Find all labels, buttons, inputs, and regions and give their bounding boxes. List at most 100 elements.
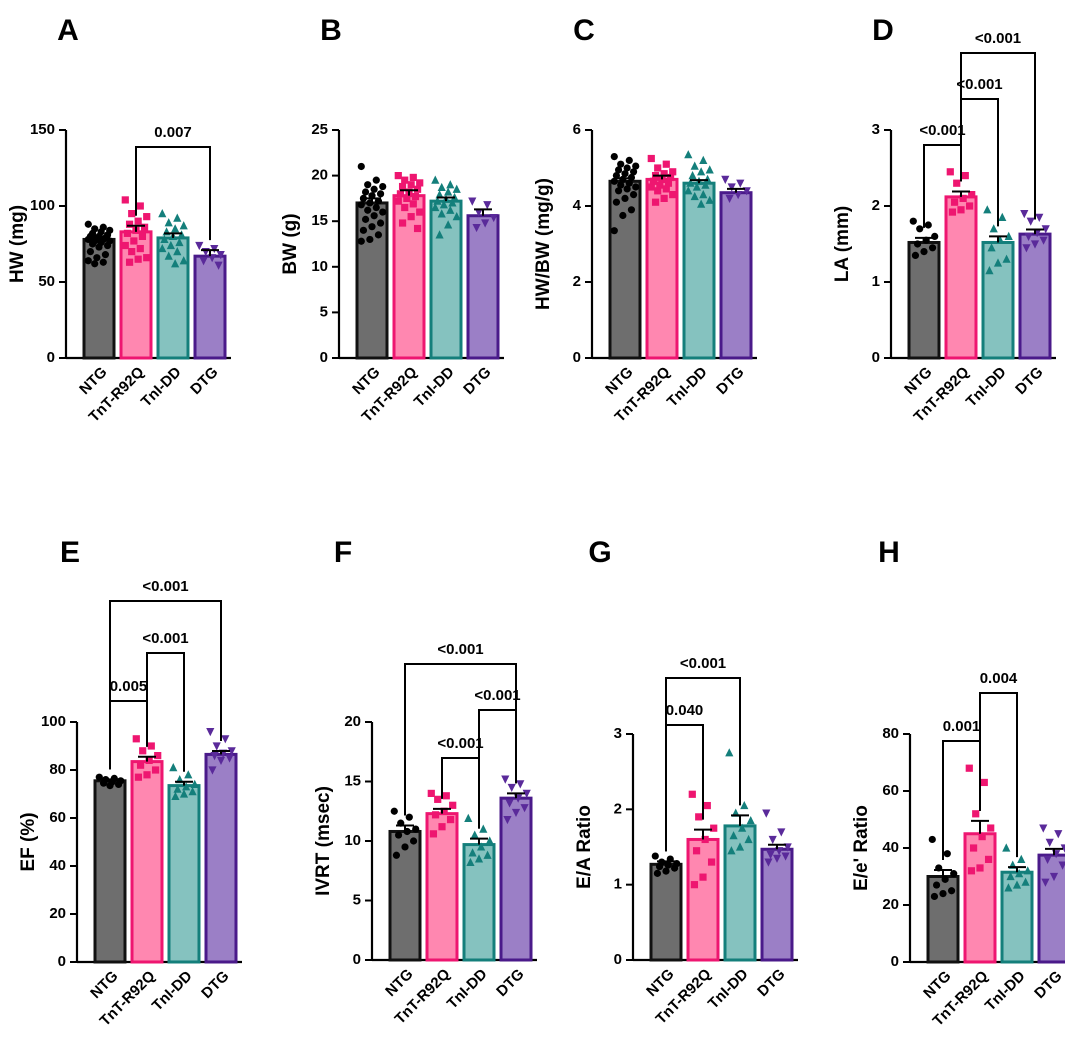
data-point-tni-dd	[740, 800, 749, 810]
y-tick-label: 6	[573, 121, 581, 138]
y-tick-label: 25	[311, 121, 328, 138]
panel-letter: E	[60, 536, 80, 569]
data-point-tni-dd	[171, 791, 180, 800]
data-point-tni-dd	[1012, 880, 1022, 889]
data-point-tnt-r92q	[440, 807, 448, 815]
bar-tnt-r92q	[686, 837, 720, 962]
bar-tni-dd	[156, 236, 190, 360]
p-value-label: 0.007	[154, 124, 192, 141]
bar-ntg	[93, 779, 127, 964]
data-point-tnt-r92q	[649, 177, 658, 185]
data-point-ntg	[932, 881, 941, 889]
y-tick-label: 100	[30, 197, 55, 214]
bar-dtg	[1018, 232, 1052, 360]
data-point-dtg	[764, 858, 773, 867]
significance-bracket	[109, 600, 222, 770]
y-tick-label: 15	[311, 212, 328, 229]
data-point-tnt-r92q	[656, 181, 664, 189]
data-point-ntg	[928, 244, 937, 252]
data-point-tni-dd	[1002, 843, 1011, 852]
data-point-dtg	[1020, 210, 1029, 219]
data-point-dtg	[781, 852, 790, 861]
data-point-tni-dd	[1023, 866, 1032, 875]
p-value-label: 0.005	[110, 678, 148, 695]
data-point-tnt-r92q	[699, 873, 707, 881]
data-point-tnt-r92q	[660, 194, 668, 202]
data-point-tni-dd	[483, 850, 492, 859]
data-point-dtg	[772, 854, 782, 863]
category-label-dtg: DTG	[713, 364, 747, 398]
data-point-tnt-r92q	[409, 200, 417, 208]
p-value-label: <0.001	[956, 76, 1002, 93]
p-value-label: <0.001	[437, 641, 483, 658]
data-point-tnt-r92q	[151, 766, 160, 774]
data-point-ntg	[670, 864, 679, 872]
data-point-tnt-r92q	[136, 761, 145, 769]
data-point-tnt-r92q	[431, 811, 440, 819]
data-point-tnt-r92q	[965, 202, 974, 210]
data-point-ntg	[625, 156, 633, 164]
data-point-dtg	[1054, 830, 1063, 839]
data-point-ntg	[610, 177, 618, 185]
data-point-tnt-r92q	[134, 773, 143, 781]
panel-letter: D	[872, 14, 894, 47]
data-point-dtg	[736, 179, 745, 188]
data-point-ntg	[610, 153, 618, 161]
data-point-dtg	[216, 756, 226, 765]
data-point-tni-dd	[439, 200, 448, 209]
data-point-tni-dd	[1002, 254, 1011, 263]
data-point-tnt-r92q	[143, 213, 151, 221]
data-point-ntg	[610, 227, 618, 235]
data-point-tni-dd	[179, 256, 188, 265]
y-tick-label: 2	[614, 800, 622, 817]
data-point-tnt-r92q	[398, 219, 407, 227]
data-point-ntg	[88, 240, 97, 248]
p-value-label: <0.001	[474, 687, 520, 704]
data-point-tnt-r92q	[984, 855, 993, 863]
data-point-tni-dd	[158, 209, 167, 218]
data-point-dtg	[489, 213, 498, 223]
y-tick-label: 2	[872, 197, 880, 214]
data-point-dtg	[212, 742, 221, 751]
data-point-tni-dd	[444, 220, 453, 229]
data-point-tnt-r92q	[948, 208, 957, 216]
y-tick-label: 0	[891, 953, 899, 970]
data-point-tni-dd	[705, 165, 714, 174]
data-point-tni-dd	[1004, 231, 1013, 240]
data-point-tni-dd	[452, 184, 461, 193]
data-point-dtg	[734, 191, 743, 200]
y-tick-label: 3	[614, 725, 622, 742]
data-point-ntg	[632, 162, 640, 170]
data-point-tnt-r92q	[140, 223, 149, 231]
data-point-tnt-r92q	[407, 181, 415, 189]
p-value-label: 0.040	[666, 702, 704, 719]
data-point-dtg	[1045, 838, 1054, 847]
data-point-tnt-r92q	[976, 864, 984, 872]
data-point-tnt-r92q	[703, 801, 711, 810]
data-point-ntg	[357, 237, 365, 245]
data-point-tnt-r92q	[654, 164, 662, 172]
data-point-ntg	[617, 160, 625, 168]
data-point-tni-dd	[983, 205, 992, 214]
data-point-ntg	[617, 181, 625, 189]
data-point-dtg	[210, 752, 219, 761]
data-point-dtg	[1041, 878, 1050, 887]
data-point-tni-dd	[993, 258, 1003, 267]
data-point-tnt-r92q	[401, 176, 409, 184]
data-point-tni-dd	[158, 243, 167, 253]
y-tick-label: 0	[872, 349, 880, 366]
data-point-tnt-r92q	[969, 844, 978, 852]
data-point-tni-dd	[184, 770, 193, 779]
data-point-ntg	[947, 887, 956, 895]
data-point-ntg	[99, 779, 108, 787]
data-point-tni-dd	[729, 831, 738, 840]
data-point-tnt-r92q	[978, 833, 986, 841]
data-point-ntg	[911, 251, 920, 259]
data-point-tni-dd	[173, 784, 182, 793]
data-point-dtg	[210, 244, 219, 254]
data-point-tnt-r92q	[398, 182, 407, 191]
data-point-dtg	[474, 208, 483, 217]
data-point-dtg	[225, 754, 234, 763]
